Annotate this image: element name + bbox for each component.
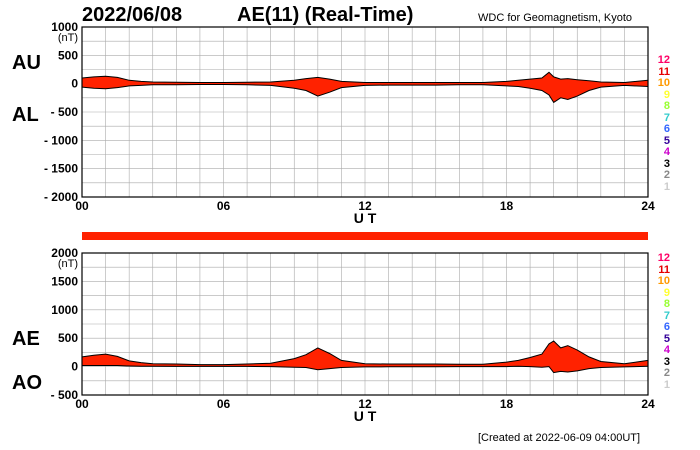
x-axis-label: U T xyxy=(354,210,377,226)
plot-frame-top xyxy=(81,26,649,198)
y-tick-label: 2000 xyxy=(51,246,78,260)
created-timestamp: [Created at 2022-06-09 04:00UT] xyxy=(478,432,641,444)
y-unit-label: (nT) xyxy=(58,32,78,44)
legend-entry-11: 11 xyxy=(658,263,670,276)
x-tick-label: 18 xyxy=(500,397,514,411)
legend-entry-1: 1 xyxy=(663,180,670,193)
al-label: AL xyxy=(12,104,39,126)
x-tick-label: 00 xyxy=(75,199,89,213)
legend-entry-3: 3 xyxy=(663,355,670,368)
legend-entry-10: 10 xyxy=(657,275,670,287)
legend-entry-8: 8 xyxy=(663,298,670,310)
chart-title: AE(11) (Real-Time) xyxy=(237,4,414,26)
legend-entry-11: 11 xyxy=(658,65,670,78)
y-tick-label: - 1000 xyxy=(44,133,78,147)
x-tick-label: 24 xyxy=(641,397,655,411)
area-au-al xyxy=(82,72,648,103)
y-tick-label: - 2000 xyxy=(44,190,78,204)
legend-entry-6: 6 xyxy=(663,123,670,135)
x-tick-label: 12 xyxy=(358,199,372,213)
plot-frame-bottom xyxy=(81,252,649,396)
legend-entry-6: 6 xyxy=(663,321,670,333)
separator-bar xyxy=(82,232,648,240)
series-line-ae xyxy=(81,340,649,366)
source-label: WDC for Geomagnetism, Kyoto xyxy=(478,12,633,24)
ao-label: AO xyxy=(12,372,42,394)
legend-entry-8: 8 xyxy=(663,100,670,112)
y-tick-label: 0 xyxy=(71,360,78,374)
y-tick-label: - 500 xyxy=(51,105,79,119)
y-tick-label: 1000 xyxy=(51,303,78,317)
x-tick-label: 06 xyxy=(217,199,231,213)
legend-entry-2: 2 xyxy=(663,367,670,379)
x-tick-label: 12 xyxy=(358,397,372,411)
legend-entry-3: 3 xyxy=(663,157,670,170)
x-tick-label: 06 xyxy=(217,397,231,411)
station-count-legend-top: 12 11 10 9 8 7 6 5 4 3 2 1 xyxy=(654,54,670,193)
legend-entry-4: 4 xyxy=(663,146,670,158)
y-tick-label: - 1500 xyxy=(44,162,78,176)
legend-entry-9: 9 xyxy=(663,88,670,101)
series-line-al xyxy=(81,84,649,104)
legend-entry-5: 5 xyxy=(663,332,670,345)
series-line-au xyxy=(81,71,649,84)
y-tick-label: - 500 xyxy=(51,388,79,402)
y-tick-label: 0 xyxy=(71,77,78,91)
legend-entry-7: 7 xyxy=(663,309,670,322)
legend-entry-12: 12 xyxy=(657,54,670,66)
legend-entry-4: 4 xyxy=(663,344,670,356)
legend-entry-1: 1 xyxy=(663,378,670,391)
x-tick-label: 24 xyxy=(641,199,655,213)
series-line-ao xyxy=(82,365,649,374)
legend-entry-12: 12 xyxy=(657,252,670,264)
legend-entry-2: 2 xyxy=(663,169,670,181)
y-unit-label: (nT) xyxy=(58,258,78,270)
y-tick-label: 1500 xyxy=(51,274,78,288)
legend-entry-9: 9 xyxy=(663,286,670,299)
legend-entry-10: 10 xyxy=(657,77,670,89)
y-tick-label: 500 xyxy=(58,331,78,345)
x-axis-label: U T xyxy=(354,408,377,424)
legend-entry-5: 5 xyxy=(663,134,670,147)
au-label: AU xyxy=(12,52,41,74)
x-tick-label: 00 xyxy=(75,397,89,411)
ae-label: AE xyxy=(12,328,40,350)
y-tick-label: 500 xyxy=(58,48,78,62)
x-tick-label: 18 xyxy=(500,199,514,213)
y-tick-label: 1000 xyxy=(51,20,78,34)
date-label: 2022/06/08 xyxy=(82,4,183,26)
station-count-legend-bottom: 12 11 10 9 8 7 6 5 4 3 2 1 xyxy=(654,252,670,391)
legend-entry-7: 7 xyxy=(663,111,670,124)
